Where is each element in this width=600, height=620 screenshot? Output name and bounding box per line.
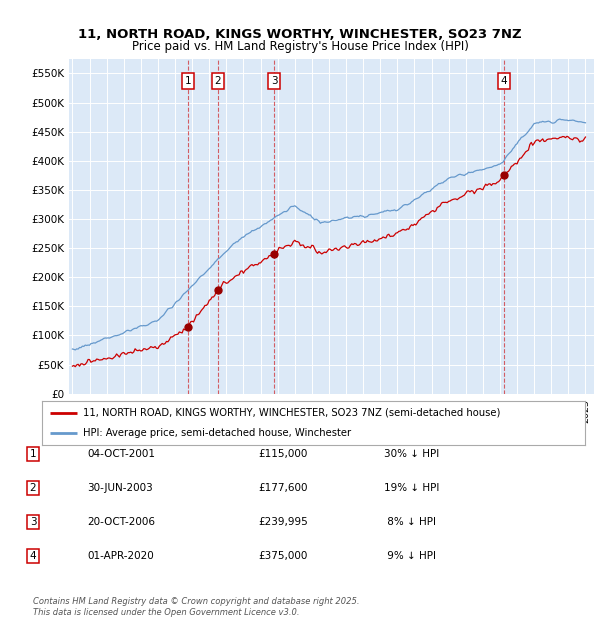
- Text: 3: 3: [29, 517, 37, 527]
- Text: 20-OCT-2006: 20-OCT-2006: [87, 517, 155, 527]
- Text: Contains HM Land Registry data © Crown copyright and database right 2025.
This d: Contains HM Land Registry data © Crown c…: [33, 598, 359, 617]
- Text: 11, NORTH ROAD, KINGS WORTHY, WINCHESTER, SO23 7NZ: 11, NORTH ROAD, KINGS WORTHY, WINCHESTER…: [78, 28, 522, 40]
- Text: £115,000: £115,000: [258, 449, 307, 459]
- Text: 19% ↓ HPI: 19% ↓ HPI: [384, 483, 439, 493]
- Text: Price paid vs. HM Land Registry's House Price Index (HPI): Price paid vs. HM Land Registry's House …: [131, 40, 469, 53]
- Text: 04-OCT-2001: 04-OCT-2001: [87, 449, 155, 459]
- Text: 9% ↓ HPI: 9% ↓ HPI: [384, 551, 436, 561]
- Text: 11, NORTH ROAD, KINGS WORTHY, WINCHESTER, SO23 7NZ (semi-detached house): 11, NORTH ROAD, KINGS WORTHY, WINCHESTER…: [83, 408, 500, 418]
- Text: 30-JUN-2003: 30-JUN-2003: [87, 483, 153, 493]
- Text: 1: 1: [185, 76, 191, 86]
- Text: 4: 4: [29, 551, 37, 561]
- Text: 3: 3: [271, 76, 278, 86]
- Text: 2: 2: [29, 483, 37, 493]
- Text: 8% ↓ HPI: 8% ↓ HPI: [384, 517, 436, 527]
- Text: 2: 2: [214, 76, 221, 86]
- Text: £177,600: £177,600: [258, 483, 308, 493]
- Text: £375,000: £375,000: [258, 551, 307, 561]
- Text: 4: 4: [501, 76, 508, 86]
- Text: 1: 1: [29, 449, 37, 459]
- Text: £239,995: £239,995: [258, 517, 308, 527]
- Text: 30% ↓ HPI: 30% ↓ HPI: [384, 449, 439, 459]
- Text: 01-APR-2020: 01-APR-2020: [87, 551, 154, 561]
- Text: HPI: Average price, semi-detached house, Winchester: HPI: Average price, semi-detached house,…: [83, 428, 351, 438]
